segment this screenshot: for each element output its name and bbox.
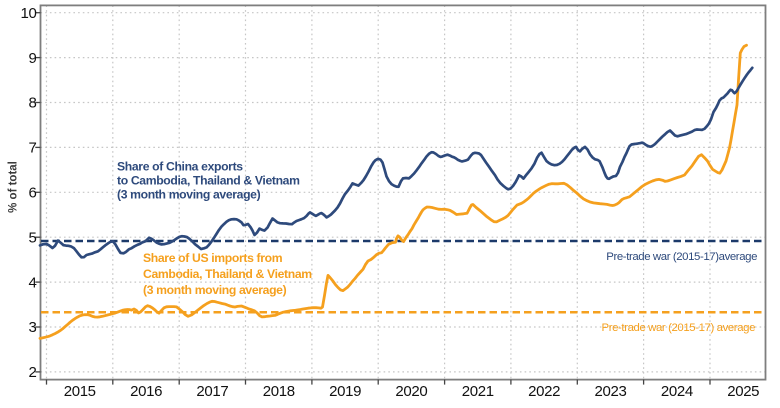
svg-text:2015: 2015 bbox=[64, 383, 96, 400]
svg-text:to Cambodia, Thailand & Vietna: to Cambodia, Thailand & Vietnam bbox=[117, 174, 300, 188]
svg-text:Share of China exports: Share of China exports bbox=[117, 160, 243, 174]
svg-text:2016: 2016 bbox=[130, 383, 162, 400]
svg-text:2019: 2019 bbox=[329, 383, 361, 400]
svg-text:7: 7 bbox=[29, 140, 37, 157]
svg-text:% of total: % of total bbox=[8, 161, 20, 213]
svg-text:6: 6 bbox=[29, 185, 37, 202]
svg-text:2021: 2021 bbox=[462, 383, 494, 400]
svg-text:Cambodia, Thailand & Vietnam: Cambodia, Thailand & Vietnam bbox=[143, 267, 312, 281]
svg-text:2022: 2022 bbox=[528, 383, 560, 400]
svg-text:2023: 2023 bbox=[595, 383, 627, 400]
svg-text:2018: 2018 bbox=[263, 383, 295, 400]
svg-text:10: 10 bbox=[21, 5, 37, 22]
svg-text:9: 9 bbox=[29, 50, 37, 67]
svg-text:(3 month moving average): (3 month moving average) bbox=[143, 283, 287, 297]
svg-text:8: 8 bbox=[29, 95, 37, 112]
svg-text:Pre-trade war (2015-17) averag: Pre-trade war (2015-17) average bbox=[602, 322, 756, 334]
svg-text:Share of US imports from: Share of US imports from bbox=[143, 251, 283, 265]
svg-text:2017: 2017 bbox=[196, 383, 228, 400]
svg-text:2020: 2020 bbox=[395, 383, 427, 400]
svg-text:2: 2 bbox=[29, 364, 37, 381]
svg-text:5: 5 bbox=[29, 229, 37, 246]
svg-text:Pre-trade war (2015-17)average: Pre-trade war (2015-17)average bbox=[606, 251, 757, 263]
svg-text:4: 4 bbox=[29, 274, 37, 291]
svg-text:(3 month moving average): (3 month moving average) bbox=[117, 188, 261, 202]
svg-text:3: 3 bbox=[29, 319, 37, 336]
svg-text:2024: 2024 bbox=[661, 383, 693, 400]
svg-text:2025: 2025 bbox=[727, 383, 759, 400]
